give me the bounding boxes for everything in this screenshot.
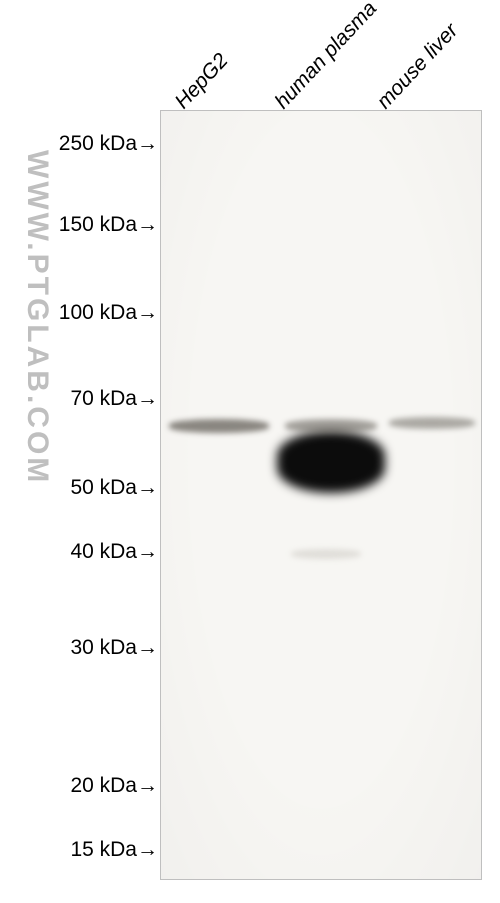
mw-label-5: 40 kDa→ (70, 540, 158, 564)
mw-label-3: 70 kDa→ (70, 387, 158, 411)
blot-membrane (160, 110, 482, 880)
mw-label-8: 15 kDa→ (70, 838, 158, 862)
lane-label-1: human plasma (270, 0, 381, 114)
mw-label-2: 100 kDa→ (59, 301, 158, 325)
mw-label-1: 150 kDa→ (59, 213, 158, 237)
mw-label-7: 20 kDa→ (70, 774, 158, 798)
lane-label-2: mouse liver (372, 19, 463, 114)
blot-figure: WWW.PTGLAB.COM 250 kDa→ 150 kDa→ 100 kDa→ 7… (0, 0, 500, 903)
membrane-shading (161, 111, 481, 879)
mw-label-4: 50 kDa→ (70, 476, 158, 500)
mw-label-6: 30 kDa→ (70, 636, 158, 660)
lane-label-0: HepG2 (170, 49, 233, 114)
mw-label-0: 250 kDa→ (59, 132, 158, 156)
watermark: WWW.PTGLAB.COM (20, 150, 54, 485)
